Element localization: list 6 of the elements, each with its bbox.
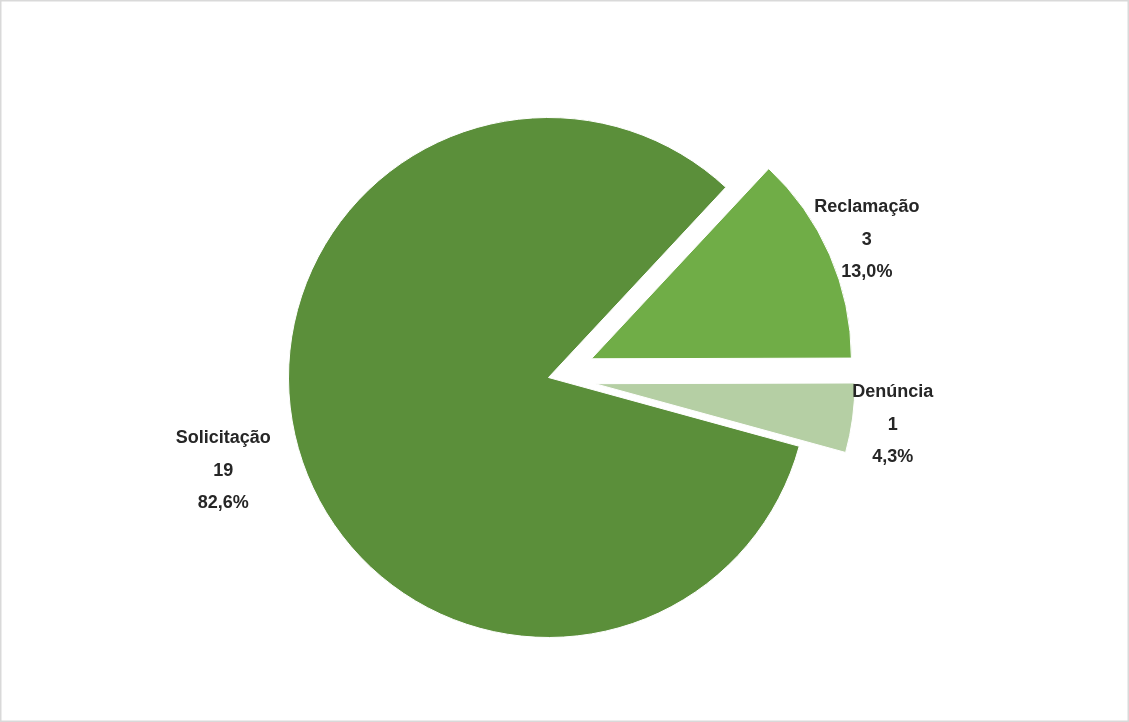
data-label: 1 4,3% — [872, 413, 914, 466]
data-label: 3 13,0% — [841, 229, 893, 282]
slice-label: Reclamação — [814, 196, 920, 217]
data-label: 19 82,6% — [197, 460, 249, 513]
slice-label: Solicitação — [175, 427, 271, 448]
slice-label: Denúncia — [852, 380, 935, 401]
